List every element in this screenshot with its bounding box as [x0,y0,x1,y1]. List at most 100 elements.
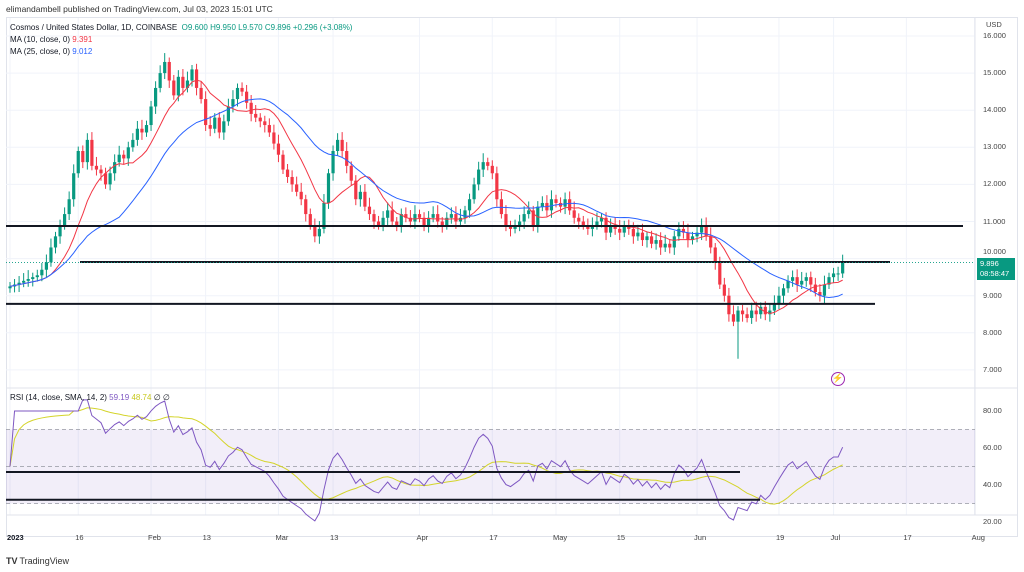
candle-body [609,225,613,233]
candle-body [240,87,244,92]
candle-body [194,69,199,88]
time-tick-label: Jun [694,533,707,542]
candle-body [386,210,390,218]
time-tick-label: May [553,533,568,542]
rsi-tick-label: 40.00 [983,480,1002,489]
candle-body [540,202,544,207]
candle-body [67,199,71,215]
candle-body [686,232,690,241]
candle-body [750,310,754,318]
candle-body [599,217,604,222]
time-tick-label: Apr [416,533,429,542]
candle-body [481,162,485,170]
price-tick-label: 14.000 [983,105,1006,115]
candle-body [190,69,194,81]
time-tick-label: 19 [775,533,785,542]
candle-body [117,154,121,163]
candle-body [640,232,645,241]
candle-body [299,191,303,200]
lightning-icon[interactable]: ⚡ [831,372,845,386]
candle-body [781,288,786,296]
candle-body [527,210,531,215]
candle-body [304,199,308,215]
ma10-line [9,79,843,315]
candle-body [199,87,203,100]
candle-body [22,280,26,283]
candle-body [736,310,740,322]
symbol-title[interactable]: Cosmos / United States Dollar, 1D, COINB… [10,23,178,32]
candle-body [577,217,581,222]
candle-body [713,247,717,263]
candle-body [499,199,503,215]
last-price-badge: 9.896 08:58:47 [977,258,1015,280]
candle-body [99,169,103,174]
ma25-label[interactable]: MA (25, close, 0) [10,47,71,56]
candle-body [768,310,772,315]
candle-body [295,184,299,192]
candle-body [831,273,836,278]
candle-body [791,277,795,281]
candle-body [63,214,67,226]
candle-body [85,139,89,163]
candle-body [613,225,617,229]
candle-body [290,176,294,185]
price-tick-label: 9.000 [983,290,1002,300]
candle-body [431,214,435,218]
time-tick-label: 13 [202,533,211,542]
candle-body [72,173,76,200]
candle-body [404,214,408,218]
time-tick-label: Aug [971,533,985,542]
currency-label: USD [986,20,1002,29]
candle-body [449,214,453,218]
ma10-label[interactable]: MA (10, close, 0) [10,35,71,44]
tv-logo-icon: TV [6,556,18,566]
candle-body [531,210,535,226]
candle-body [122,154,126,159]
candle-body [777,295,781,304]
candle-body [17,282,21,285]
candle-body [581,221,585,226]
candle-body [204,99,208,126]
candle-body [322,202,326,229]
rsi-label[interactable]: RSI (14, close, SMA, 14, 2) [10,393,107,402]
bar-countdown: 08:58:47 [980,269,1010,278]
candle-body [172,80,176,96]
candle-body [445,217,449,226]
time-tick-label: 13 [330,533,339,542]
time-tick-label: 2023 [7,533,24,542]
candle-body [149,106,153,126]
candle-body [422,217,426,226]
candle-body [536,206,540,226]
ohlc-change: +0.296 (+3.08%) [292,23,353,32]
candle-body [417,214,422,218]
candle-body [836,273,840,275]
rsi-tick-label: 60.00 [983,443,1002,452]
candle-body [490,165,494,174]
candle-body [326,173,331,203]
time-tick-label: 17 [903,533,912,542]
candle-body [40,269,44,276]
candle-body [508,225,513,229]
candle-body [213,117,217,129]
ma25-line [9,98,843,298]
candle-body [645,236,649,241]
candle-body [477,169,481,185]
price-tick-label: 13.000 [983,142,1006,152]
candle-body [659,240,663,248]
candle-body [354,180,358,200]
rsi-sma-line [9,407,843,505]
candle-body [631,228,635,237]
candle-body [217,117,221,133]
candle-body [427,217,431,226]
candle-body [376,221,381,226]
time-tick-label: 17 [489,533,498,542]
ohlc-close: C9.896 [264,23,291,32]
candle-body [554,199,558,203]
candle-body [167,61,171,81]
candle-body [131,139,135,148]
candle-body [208,125,212,129]
candle-body [340,139,344,152]
candle-body [144,125,149,133]
rsi-tick-label: 20.00 [983,517,1002,526]
